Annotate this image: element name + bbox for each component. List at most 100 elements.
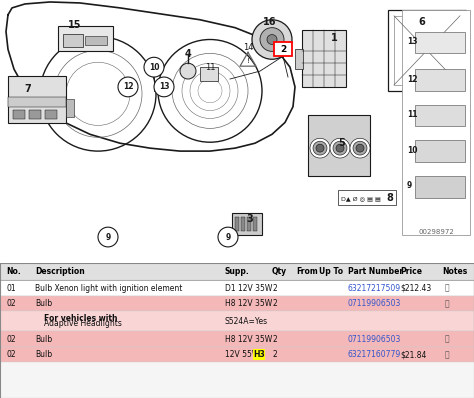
Text: 3: 3 <box>246 214 254 224</box>
Circle shape <box>333 141 347 155</box>
Bar <box>253 217 257 231</box>
Bar <box>415 176 465 197</box>
Text: 7: 7 <box>25 84 31 94</box>
Bar <box>415 105 465 127</box>
Text: From: From <box>296 267 318 276</box>
Bar <box>0 296 474 311</box>
Text: 02: 02 <box>7 350 16 359</box>
Text: 🔒: 🔒 <box>445 283 449 293</box>
Text: 1: 1 <box>331 33 337 43</box>
Text: Bulb: Bulb <box>35 350 52 359</box>
Text: 63217160779: 63217160779 <box>348 350 401 359</box>
Text: 8: 8 <box>387 193 393 203</box>
Bar <box>308 115 370 176</box>
Text: 12: 12 <box>123 82 133 92</box>
Text: 11: 11 <box>407 110 418 119</box>
Text: Bulb: Bulb <box>35 299 52 308</box>
Text: 2: 2 <box>272 350 277 359</box>
Text: Bulb: Bulb <box>35 335 52 343</box>
Bar <box>235 217 239 231</box>
Bar <box>29 109 41 119</box>
Text: 07119906503: 07119906503 <box>348 299 401 308</box>
Text: 01: 01 <box>7 283 16 293</box>
Text: S524A=Yes: S524A=Yes <box>225 317 268 326</box>
Text: $212.43: $212.43 <box>400 283 431 293</box>
Circle shape <box>267 35 277 45</box>
Bar <box>0 347 474 363</box>
Bar <box>8 76 66 123</box>
Bar <box>302 29 346 87</box>
Bar <box>58 26 113 51</box>
Text: 6: 6 <box>419 17 425 27</box>
Circle shape <box>313 141 327 155</box>
Bar <box>0 311 474 331</box>
Text: 13: 13 <box>407 37 418 46</box>
Circle shape <box>118 77 138 97</box>
Text: Up To: Up To <box>319 267 344 276</box>
Text: 4: 4 <box>185 49 191 59</box>
Text: Part Number: Part Number <box>348 267 403 276</box>
Bar <box>232 213 262 235</box>
Bar <box>63 33 83 47</box>
Circle shape <box>98 227 118 247</box>
Text: H8 12V 35W: H8 12V 35W <box>225 335 272 343</box>
Bar <box>66 99 74 117</box>
Bar <box>388 10 466 91</box>
Text: 63217217509: 63217217509 <box>348 283 401 293</box>
Text: 12: 12 <box>407 74 418 84</box>
Bar <box>415 69 465 91</box>
Circle shape <box>144 57 164 77</box>
Bar <box>241 217 245 231</box>
Text: Supp.: Supp. <box>225 267 249 276</box>
Circle shape <box>180 63 196 79</box>
Text: 16: 16 <box>263 17 277 27</box>
Text: Bulb Xenon light with ignition element: Bulb Xenon light with ignition element <box>35 283 182 293</box>
Bar <box>0 280 474 296</box>
Bar <box>253 349 265 360</box>
Text: Notes: Notes <box>443 267 468 276</box>
Text: 00298972: 00298972 <box>418 229 454 235</box>
Text: H3: H3 <box>253 350 264 359</box>
Text: 14: 14 <box>243 43 253 52</box>
Bar <box>0 331 474 347</box>
Bar <box>85 35 107 45</box>
Bar <box>394 16 460 85</box>
Text: 13: 13 <box>159 82 169 92</box>
Text: 10: 10 <box>149 62 159 72</box>
Text: 10: 10 <box>407 146 418 154</box>
Circle shape <box>316 144 324 152</box>
Text: $21.84: $21.84 <box>400 350 427 359</box>
Circle shape <box>350 138 370 158</box>
Text: 02: 02 <box>7 335 16 343</box>
Text: !: ! <box>246 58 249 64</box>
Bar <box>402 10 470 235</box>
Text: 2: 2 <box>272 335 277 343</box>
Text: 9: 9 <box>407 181 412 190</box>
Circle shape <box>353 141 367 155</box>
Bar <box>295 49 303 69</box>
Text: 12V 55W: 12V 55W <box>225 350 262 359</box>
Bar <box>13 109 25 119</box>
Text: Price: Price <box>400 267 422 276</box>
Circle shape <box>154 77 174 97</box>
Text: Adaptive Headlights: Adaptive Headlights <box>44 319 121 328</box>
Text: For vehicles with: For vehicles with <box>44 314 117 323</box>
Circle shape <box>336 144 344 152</box>
Text: Description: Description <box>35 267 85 276</box>
Bar <box>0 263 474 280</box>
Text: 2: 2 <box>280 45 286 54</box>
Text: 5: 5 <box>338 138 346 148</box>
Circle shape <box>218 227 238 247</box>
Bar <box>415 31 465 53</box>
Bar <box>415 140 465 162</box>
Text: D▲ Ø ◎ ▤ ▤: D▲ Ø ◎ ▤ ▤ <box>341 196 381 201</box>
Text: 2: 2 <box>272 283 277 293</box>
Text: No.: No. <box>7 267 21 276</box>
Circle shape <box>260 27 284 51</box>
Text: 🔒: 🔒 <box>445 350 449 359</box>
Bar <box>200 67 218 81</box>
Circle shape <box>310 138 330 158</box>
Text: D1 12V 35W: D1 12V 35W <box>225 283 272 293</box>
Text: 🔒: 🔒 <box>445 299 449 308</box>
Text: 07119906503: 07119906503 <box>348 335 401 343</box>
